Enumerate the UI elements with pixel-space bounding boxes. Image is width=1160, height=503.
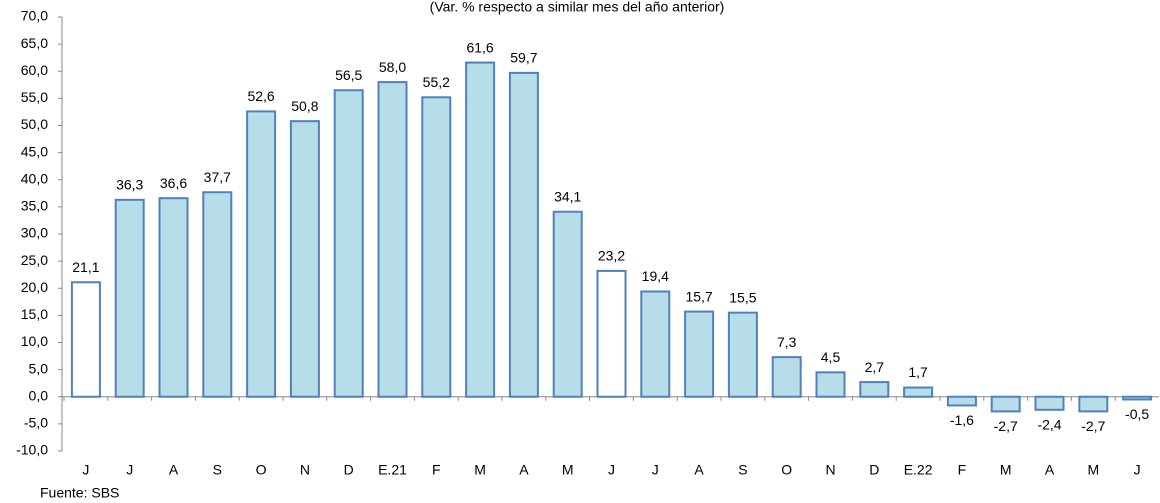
data-label: 55,2 xyxy=(423,74,450,90)
bar xyxy=(903,386,934,398)
data-label: 23,2 xyxy=(598,248,625,264)
data-label: 36,6 xyxy=(160,175,187,191)
bar xyxy=(552,210,583,398)
data-label: 2,7 xyxy=(865,359,885,375)
y-tick-label: 40,0 xyxy=(21,170,48,186)
bar xyxy=(465,61,496,398)
x-tick-label: F xyxy=(432,462,441,478)
data-label: 56,5 xyxy=(335,67,362,83)
bar xyxy=(70,281,101,398)
data-label: 36,3 xyxy=(116,177,143,193)
bar xyxy=(990,395,1021,413)
x-tick-label: S xyxy=(738,462,747,478)
data-label: 7,3 xyxy=(777,334,797,350)
bar xyxy=(640,290,671,398)
x-tick-label: J xyxy=(608,462,615,478)
x-tick-label: E.21 xyxy=(378,462,407,478)
data-label: 1,7 xyxy=(908,364,928,380)
data-label: 34,1 xyxy=(554,188,581,204)
y-tick-label: 5,0 xyxy=(29,360,49,376)
data-label: 59,7 xyxy=(510,50,537,66)
y-tick-label: 35,0 xyxy=(21,198,48,214)
bar xyxy=(1122,395,1153,401)
bar xyxy=(684,310,715,398)
y-tick-label: 45,0 xyxy=(21,143,48,159)
data-label: 58,0 xyxy=(379,59,406,75)
x-tick-label: J xyxy=(82,462,89,478)
x-tick-label: D xyxy=(869,462,879,478)
y-tick-label: -5,0 xyxy=(24,415,48,431)
x-tick-label: M xyxy=(562,462,574,478)
bar xyxy=(289,120,320,398)
x-tick-label: O xyxy=(781,462,792,478)
bar xyxy=(771,356,802,398)
x-tick-label: A xyxy=(694,462,704,478)
bar xyxy=(246,110,277,398)
data-label: 50,8 xyxy=(291,98,318,114)
x-tick-label: M xyxy=(474,462,486,478)
data-label: -2,7 xyxy=(994,418,1018,434)
data-label: 4,5 xyxy=(821,349,841,365)
x-tick-label: J xyxy=(126,462,133,478)
data-label: 37,7 xyxy=(204,169,231,185)
bar xyxy=(859,381,890,398)
source-note: Fuente: SBS xyxy=(40,485,119,501)
y-tick-label: 60,0 xyxy=(21,62,48,78)
y-tick-label: 30,0 xyxy=(21,225,48,241)
x-tick-label: S xyxy=(213,462,222,478)
y-tick-label: 65,0 xyxy=(21,35,48,51)
bar xyxy=(946,395,977,407)
data-label: -0,5 xyxy=(1125,406,1149,422)
data-label: 15,7 xyxy=(685,288,712,304)
bar xyxy=(114,198,145,398)
y-tick-label: 20,0 xyxy=(21,279,48,295)
x-tick-label: F xyxy=(958,462,967,478)
x-tick-label: M xyxy=(1000,462,1012,478)
x-tick-label: A xyxy=(169,462,179,478)
y-tick-label: 15,0 xyxy=(21,306,48,322)
bar xyxy=(596,269,627,398)
x-tick-label: N xyxy=(825,462,835,478)
chart-subtitle: (Var. % respecto a similar mes del año a… xyxy=(430,0,725,15)
bar xyxy=(1078,395,1109,413)
y-tick-label: 50,0 xyxy=(21,116,48,132)
x-tick-label: D xyxy=(344,462,354,478)
x-tick-label: A xyxy=(1045,462,1055,478)
bar xyxy=(508,71,539,398)
data-label: 21,1 xyxy=(72,259,99,275)
data-label: 52,6 xyxy=(247,88,274,104)
y-tick-label: -10,0 xyxy=(16,442,48,458)
y-tick-label: 70,0 xyxy=(21,8,48,24)
x-tick-label: J xyxy=(652,462,659,478)
x-tick-label: O xyxy=(256,462,267,478)
bar xyxy=(727,311,758,398)
x-tick-label: N xyxy=(300,462,310,478)
bar xyxy=(377,81,408,398)
y-tick-label: 10,0 xyxy=(21,333,48,349)
bar xyxy=(1034,395,1065,411)
data-label: -2,7 xyxy=(1081,418,1105,434)
x-tick-label: M xyxy=(1087,462,1099,478)
data-label: -1,6 xyxy=(950,412,974,428)
data-label: 19,4 xyxy=(642,268,669,284)
bar xyxy=(421,96,452,398)
y-tick-label: 55,0 xyxy=(21,89,48,105)
bar xyxy=(158,197,189,398)
x-tick-label: A xyxy=(519,462,529,478)
y-tick-label: 25,0 xyxy=(21,252,48,268)
data-label: 61,6 xyxy=(466,39,493,55)
x-tick-label: E.22 xyxy=(904,462,933,478)
data-label: -2,4 xyxy=(1037,416,1061,432)
x-tick-label: J xyxy=(1134,462,1141,478)
bar xyxy=(815,371,846,398)
data-label: 15,5 xyxy=(729,289,756,305)
y-tick-label: 0,0 xyxy=(29,387,49,403)
bar xyxy=(202,191,233,398)
bar xyxy=(333,89,364,398)
